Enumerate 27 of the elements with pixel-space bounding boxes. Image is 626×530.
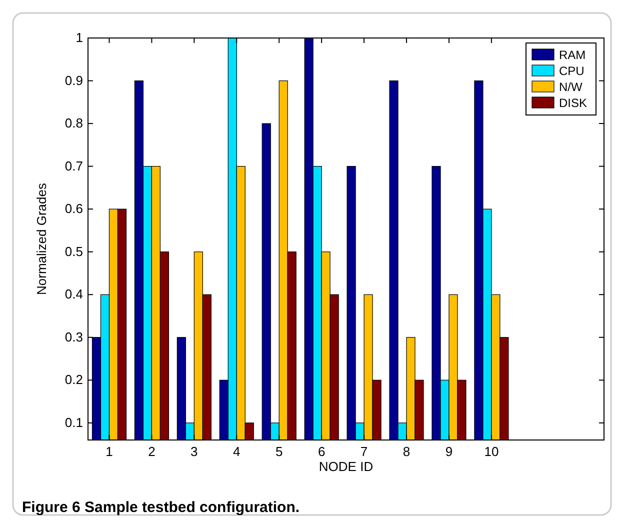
legend-label: RAM: [559, 48, 586, 62]
x-tick-label: 6: [318, 444, 326, 459]
legend-label: CPU: [559, 64, 584, 78]
y-tick-label: 0.7: [64, 158, 83, 174]
x-tick-label: 7: [360, 444, 368, 459]
y-tick-label: 0.2: [64, 372, 83, 388]
y-tick-label: 0.6: [64, 201, 83, 216]
x-tick-label: 10: [484, 444, 499, 459]
legend-label: N/W: [559, 80, 583, 94]
y-tick-label: 0.3: [64, 329, 83, 344]
y-tick-label: 0.5: [64, 244, 83, 259]
y-tick-label: 0.4: [64, 286, 83, 302]
y-tick-label: 1: [76, 30, 83, 45]
y-tick-label: 0.8: [64, 116, 83, 131]
x-tick-label: 2: [148, 444, 156, 459]
caption: Figure 6 Sample testbed configuration.: [22, 499, 300, 516]
x-tick-label: 3: [190, 444, 198, 459]
x-tick-label: 1: [106, 444, 113, 459]
y-tick-label: 0.1: [64, 414, 83, 430]
x-tick-label: 5: [275, 444, 283, 459]
x-tick-label: 4: [233, 444, 240, 459]
x-axis-title: NODE ID: [318, 459, 374, 474]
x-tick-label: 9: [445, 444, 453, 459]
y-axis-title: Normalized Grades: [34, 182, 49, 295]
x-tick-label: 8: [402, 444, 410, 459]
y-tick-label: 0.9: [64, 72, 83, 88]
legend-label: DISK: [559, 96, 588, 110]
